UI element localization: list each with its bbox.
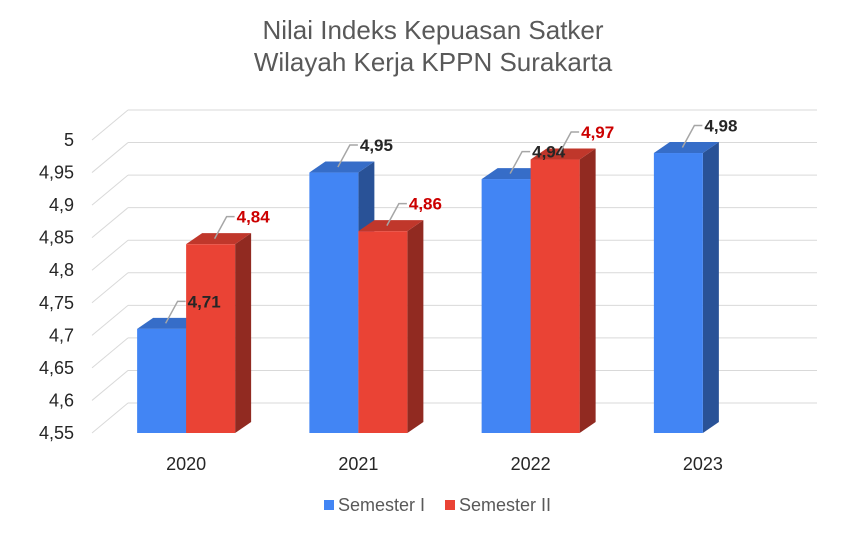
legend-swatch	[445, 500, 455, 510]
gridline-side	[91, 174, 129, 206]
gridline-side	[91, 142, 129, 173]
data-label-leader	[337, 144, 358, 168]
data-label: 4,86	[409, 195, 442, 214]
data-label: 4,95	[360, 136, 393, 155]
y-tick-label: 4,75	[39, 293, 74, 313]
data-label-leader	[386, 202, 407, 227]
data-label-leader	[213, 215, 235, 240]
bar-side	[579, 148, 596, 434]
legend-label: Semester I	[338, 495, 425, 515]
bar-top	[186, 233, 252, 245]
x-tick-label: 2021	[338, 454, 378, 474]
y-tick-label: 4,7	[49, 325, 74, 345]
gridline-side	[91, 207, 129, 239]
data-label-leader	[558, 131, 580, 155]
x-tick-label: 2022	[511, 454, 551, 474]
gridline-side	[91, 402, 129, 434]
bar-top	[481, 168, 547, 180]
bar-top	[137, 317, 203, 329]
data-label: 4,84	[237, 208, 271, 227]
chart-title-line-2: Wilayah Kerja KPPN Surakarta	[253, 47, 613, 77]
x-axis-ticks: 2020 2021 2022 2023	[166, 454, 723, 474]
y-tick-label: 4,55	[39, 423, 74, 443]
gridline-side	[91, 239, 129, 271]
data-labels: 4,71 4,84 4,95 4,86 4,94 4,97 4,98	[164, 117, 737, 324]
chart-title-line-1: Nilai Indeks Kepuasan Satker	[262, 15, 604, 45]
data-label-leader	[509, 150, 531, 174]
bar-top	[358, 220, 424, 232]
y-tick-label: 4,95	[39, 163, 74, 183]
data-label: 4,98	[704, 117, 737, 136]
bar-side	[702, 142, 719, 433]
legend-label: Semester II	[459, 495, 551, 515]
bar-top	[653, 142, 719, 154]
bar	[653, 153, 703, 433]
data-label-leader	[164, 300, 186, 324]
data-label-leader	[681, 124, 703, 148]
gridline-side	[91, 337, 129, 369]
bar	[186, 244, 236, 433]
y-axis-ticks: 4,55 4,6 4,65 4,7 4,75 4,8 4,85 4,9 4,95 5	[39, 130, 74, 443]
bar-top	[309, 161, 375, 173]
data-label: 4,97	[581, 123, 614, 142]
gridline-side	[91, 109, 129, 141]
bar-side	[407, 220, 424, 433]
data-label: 4,71	[188, 292, 221, 311]
bar-side	[235, 233, 252, 433]
y-tick-label: 4,9	[49, 195, 74, 215]
y-tick-label: 4,85	[39, 228, 74, 248]
y-tick-label: 4,6	[49, 390, 74, 410]
gridline-side	[91, 370, 129, 401]
data-label: 4,94	[532, 143, 566, 162]
bar	[309, 172, 359, 434]
chart-title: Nilai Indeks Kepuasan Satker Wilayah Ker…	[0, 14, 866, 78]
bar	[137, 328, 187, 433]
y-tick-label: 4,8	[49, 260, 74, 280]
bar	[358, 231, 408, 433]
bar	[481, 179, 531, 433]
legend-swatch	[324, 500, 334, 510]
gridline-side	[91, 272, 129, 304]
bar	[530, 159, 580, 434]
x-tick-label: 2023	[683, 454, 723, 474]
y-tick-label: 4,65	[39, 358, 74, 378]
x-tick-label: 2020	[166, 454, 206, 474]
gridline-side	[91, 304, 129, 336]
legend: Semester I Semester II	[324, 495, 551, 515]
bars	[137, 142, 719, 434]
y-tick-label: 5	[64, 130, 74, 150]
bar-top	[530, 148, 596, 160]
